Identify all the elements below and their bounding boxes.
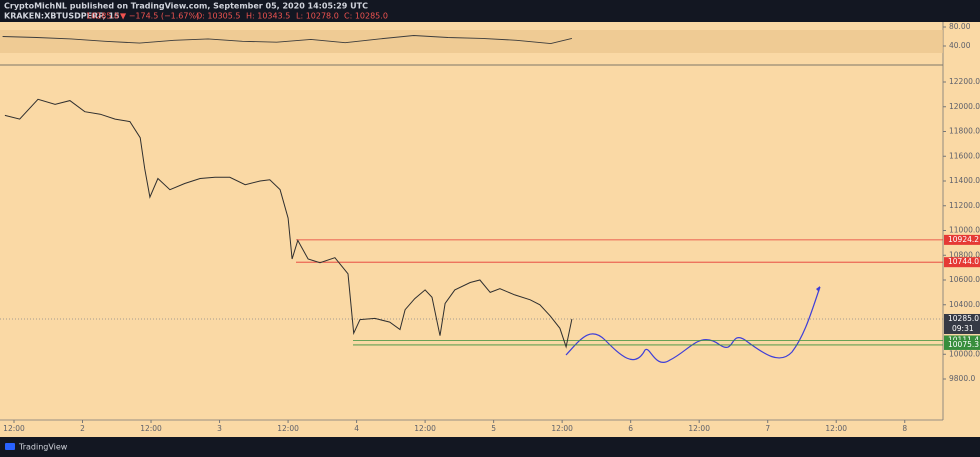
rsi-band xyxy=(0,30,943,53)
y-tick-label: 11000.0 xyxy=(949,226,980,235)
current-tag xyxy=(944,313,980,334)
y-tick-label: 11800.0 xyxy=(949,127,980,136)
last: 10285.0 xyxy=(86,12,119,21)
symbol: KRAKEN:XBTUSDPERP, 15 xyxy=(4,12,120,21)
y-tick-label: 10600.0 xyxy=(949,275,980,284)
publisher: CryptoMichNL published on TradingView.co… xyxy=(4,2,368,11)
rsi-line xyxy=(2,35,573,45)
x-tick-label: 7 xyxy=(765,424,770,433)
x-tick-label: 2 xyxy=(80,424,85,433)
level-label: 10744.0 xyxy=(948,257,979,266)
price-line xyxy=(4,98,573,349)
x-tick-label: 8 xyxy=(902,424,907,433)
level-label: 10075.3 xyxy=(948,340,979,349)
rsi-tick-label: 40.00 xyxy=(949,41,971,50)
open: O: 10305.5 xyxy=(196,12,240,21)
x-tick-label: 12:00 xyxy=(277,424,299,433)
y-tick-label: 9800.0 xyxy=(949,374,975,383)
y-tick-label: 11200.0 xyxy=(949,201,980,210)
level-tag xyxy=(944,339,980,350)
y-tick-label: 10800.0 xyxy=(949,250,980,259)
low: L: 10278.0 xyxy=(296,12,339,21)
x-tick-label: 4 xyxy=(354,424,359,433)
x-tick-label: 12:00 xyxy=(688,424,710,433)
close: C: 10285.0 xyxy=(344,12,388,21)
forecast-drawing xyxy=(565,286,821,363)
change: ▼ −174.5 (−1.67%) xyxy=(120,12,199,21)
y-tick-label: 12000.0 xyxy=(949,102,980,111)
header-bar xyxy=(0,0,980,22)
x-tick-label: 12:00 xyxy=(825,424,847,433)
high: H: 10343.5 xyxy=(246,12,290,21)
brand: TradingView xyxy=(18,443,68,452)
y-tick-label: 11400.0 xyxy=(949,176,980,185)
y-tick-label: 10000.0 xyxy=(949,349,980,358)
x-tick-label: 12:00 xyxy=(414,424,436,433)
forecast-arrow xyxy=(816,286,820,292)
current-label: 10285.0 xyxy=(948,314,979,323)
rsi-tick-label: 80.00 xyxy=(949,22,971,31)
level-label: 10924.2 xyxy=(948,235,979,244)
x-tick-label: 12:00 xyxy=(551,424,573,433)
chart-bg xyxy=(0,22,980,437)
x-tick-label: 5 xyxy=(491,424,496,433)
y-tick-label: 10400.0 xyxy=(949,300,980,309)
level-tag xyxy=(944,257,980,268)
y-tick-label: 11600.0 xyxy=(949,151,980,160)
x-tick-label: 3 xyxy=(217,424,222,433)
level-tag xyxy=(944,234,980,245)
y-tick-label: 12200.0 xyxy=(949,77,980,86)
countdown: 09:31 xyxy=(952,324,974,333)
x-tick-label: 6 xyxy=(628,424,633,433)
footer-bar xyxy=(0,437,980,457)
x-tick-label: 12:00 xyxy=(3,424,25,433)
logo xyxy=(5,443,15,450)
x-tick-label: 12:00 xyxy=(140,424,162,433)
